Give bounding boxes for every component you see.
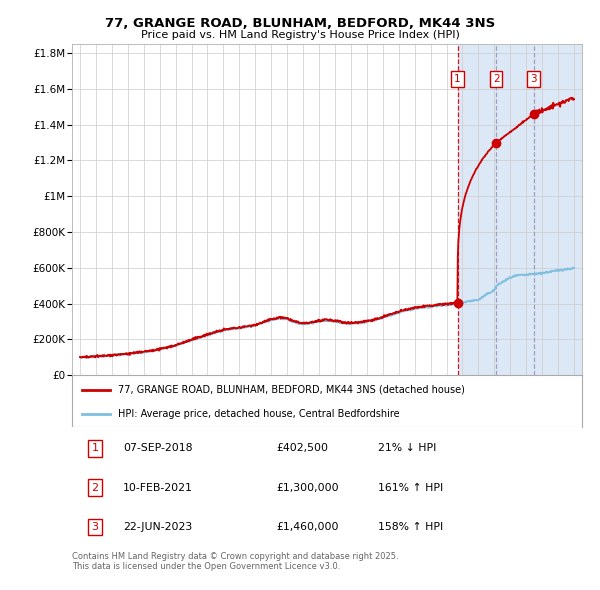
Text: 2: 2 bbox=[91, 483, 98, 493]
Text: 1: 1 bbox=[91, 443, 98, 453]
Bar bbox=[458, 44, 582, 375]
Text: £402,500: £402,500 bbox=[276, 443, 328, 453]
Text: 21% ↓ HPI: 21% ↓ HPI bbox=[378, 443, 436, 453]
Text: 161% ↑ HPI: 161% ↑ HPI bbox=[378, 483, 443, 493]
Text: £1,460,000: £1,460,000 bbox=[276, 522, 338, 532]
Text: 07-SEP-2018: 07-SEP-2018 bbox=[123, 443, 193, 453]
Text: Price paid vs. HM Land Registry's House Price Index (HPI): Price paid vs. HM Land Registry's House … bbox=[140, 30, 460, 40]
Text: 2: 2 bbox=[493, 74, 500, 84]
Text: 10-FEB-2021: 10-FEB-2021 bbox=[123, 483, 193, 493]
Text: 3: 3 bbox=[91, 522, 98, 532]
Text: HPI: Average price, detached house, Central Bedfordshire: HPI: Average price, detached house, Cent… bbox=[118, 409, 400, 419]
Text: 22-JUN-2023: 22-JUN-2023 bbox=[123, 522, 192, 532]
Text: Contains HM Land Registry data © Crown copyright and database right 2025.
This d: Contains HM Land Registry data © Crown c… bbox=[72, 552, 398, 572]
Text: 3: 3 bbox=[530, 74, 537, 84]
Text: 158% ↑ HPI: 158% ↑ HPI bbox=[378, 522, 443, 532]
Bar bbox=[534, 44, 582, 375]
Text: 77, GRANGE ROAD, BLUNHAM, BEDFORD, MK44 3NS: 77, GRANGE ROAD, BLUNHAM, BEDFORD, MK44 … bbox=[105, 17, 495, 30]
Text: 1: 1 bbox=[454, 74, 461, 84]
Text: £1,300,000: £1,300,000 bbox=[276, 483, 338, 493]
Text: 77, GRANGE ROAD, BLUNHAM, BEDFORD, MK44 3NS (detached house): 77, GRANGE ROAD, BLUNHAM, BEDFORD, MK44 … bbox=[118, 385, 465, 395]
